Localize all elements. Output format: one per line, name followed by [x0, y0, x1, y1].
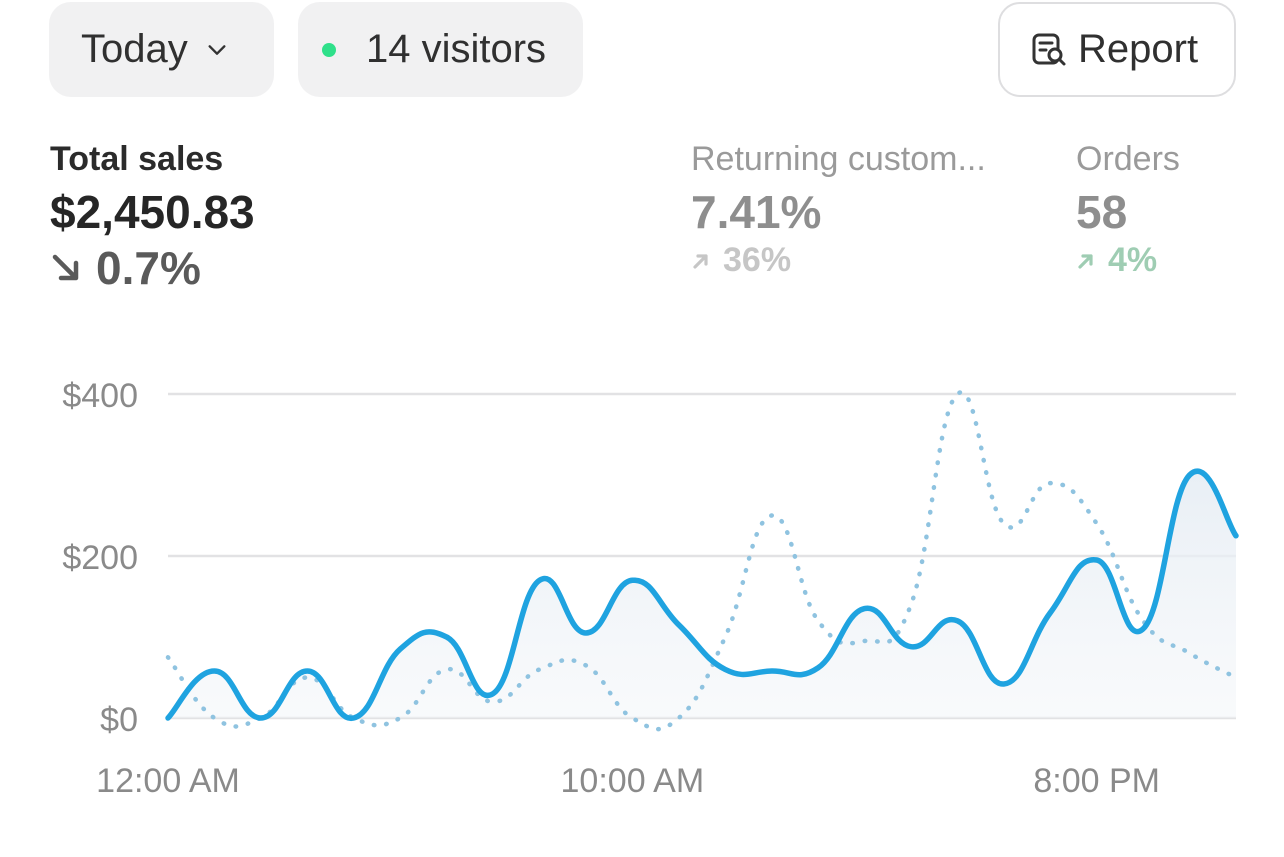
visitors-label: 14 visitors: [366, 27, 547, 71]
x-tick-label: 8:00 PM: [1033, 762, 1160, 800]
y-tick-label: $400: [62, 377, 138, 415]
arrow-down-right-icon: [52, 254, 79, 281]
orders-label: Orders: [1076, 140, 1180, 178]
date-range-label: Today: [81, 27, 188, 71]
returning-customers-change: 36%: [691, 241, 1031, 280]
report-label: Report: [1078, 27, 1199, 71]
total-sales-change-value: 0.7%: [96, 242, 201, 294]
date-range-dropdown[interactable]: Today: [49, 2, 274, 97]
live-status-dot: [322, 42, 336, 57]
returning-customers-value: 7.41%: [691, 186, 822, 238]
y-tick-label: $0: [100, 701, 138, 739]
arrow-up-right-icon: [1078, 253, 1093, 269]
report-icon: [1032, 33, 1066, 65]
total-sales-value: $2,450.83: [50, 186, 255, 238]
returning-customers-change-value: 36%: [723, 241, 792, 279]
y-tick-label: $200: [62, 539, 138, 577]
orders-change-value: 4%: [1108, 241, 1158, 279]
returning-customers-metric[interactable]: Returning custom... 7.41% 36%: [691, 140, 1031, 280]
live-visitors-button[interactable]: 14 visitors: [298, 2, 583, 97]
current-period-area: [168, 471, 1236, 719]
current-period-line: [165, 468, 1239, 721]
arrow-up-right-icon: [693, 253, 708, 269]
x-tick-label: 12:00 AM: [96, 762, 240, 800]
chevron-down-icon: [208, 44, 226, 55]
total-sales-label: Total sales: [50, 140, 224, 178]
orders-metric[interactable]: Orders 58 4%: [1076, 140, 1180, 280]
comparison-period-line: [165, 390, 1239, 732]
total-sales-metric[interactable]: Total sales $2,450.83 0.7%: [50, 140, 255, 295]
total-sales-change: 0.7%: [50, 241, 255, 295]
report-button[interactable]: Report: [998, 2, 1236, 97]
orders-change: 4%: [1076, 241, 1180, 280]
x-tick-label: 10:00 AM: [561, 762, 705, 800]
orders-value: 58: [1076, 186, 1128, 238]
